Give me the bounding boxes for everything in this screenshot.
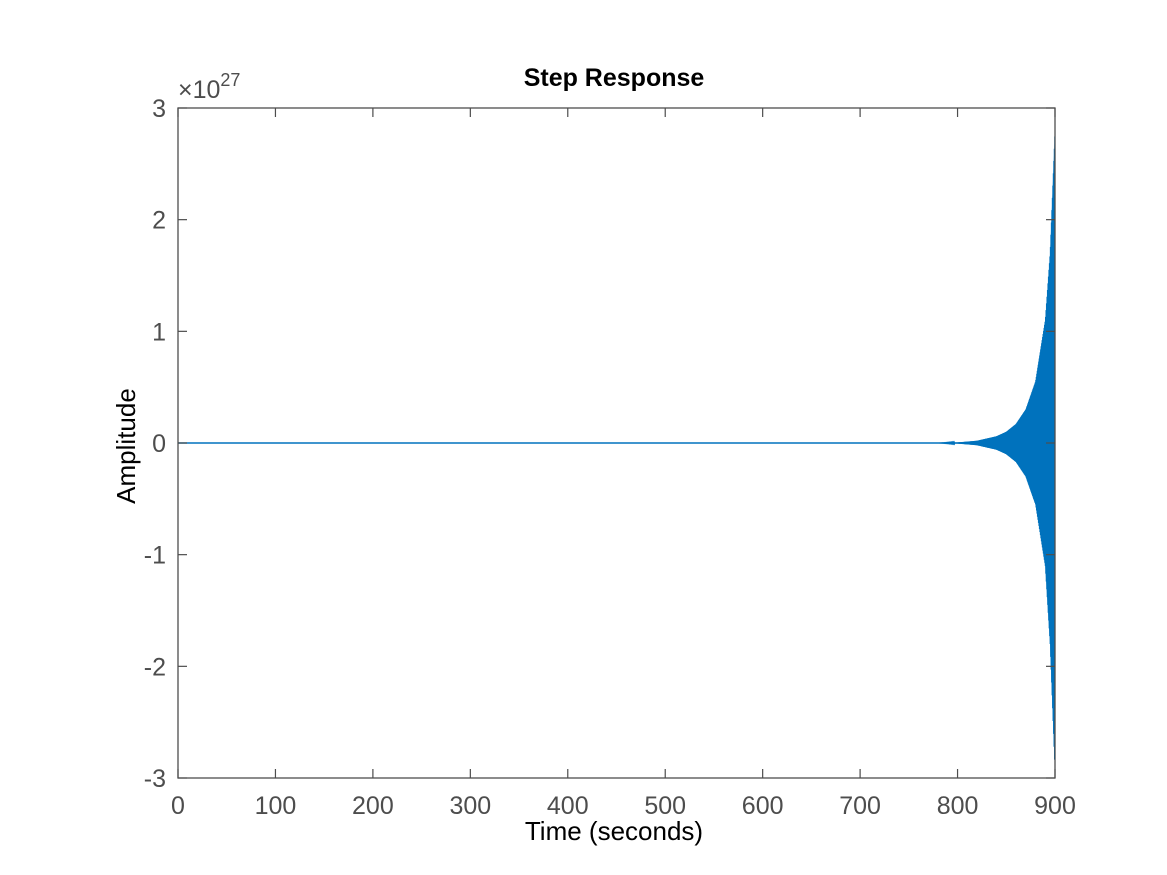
- y-tick-label: 0: [152, 430, 166, 458]
- series-envelope-fill: [947, 130, 1055, 773]
- y-exponent-prefix: ×10: [178, 76, 220, 104]
- x-tick-label: 100: [255, 792, 297, 820]
- x-axis-title: Time (seconds): [525, 816, 703, 846]
- x-tick-label: 400: [547, 792, 589, 820]
- x-tick-label: 800: [937, 792, 979, 820]
- x-tick-label: 500: [644, 792, 686, 820]
- y-exponent-value: 27: [220, 70, 240, 90]
- y-axis-title: Amplitude: [111, 388, 141, 504]
- y-tick-label: -1: [144, 542, 166, 570]
- series-layer: [178, 130, 1056, 773]
- y-tick-label: -2: [144, 653, 166, 681]
- y-exponent-label: ×1027: [178, 70, 240, 104]
- y-tick-labels: -3 -2 -1 0 1 2 3: [144, 95, 166, 793]
- x-tick-label: 700: [839, 792, 881, 820]
- x-ticks: [177, 108, 1056, 778]
- x-tick-label: 200: [352, 792, 394, 820]
- chart-title: Step Response: [524, 64, 705, 92]
- y-tick-label: 2: [152, 207, 166, 235]
- y-ticks: [178, 107, 1055, 779]
- y-tick-label: 3: [152, 95, 166, 123]
- y-tick-label: 1: [152, 318, 166, 346]
- x-tick-label: 0: [171, 792, 185, 820]
- x-tick-label: 300: [449, 792, 491, 820]
- x-tick-labels: 0 100 200 300 400 500 600 700 800 900: [171, 792, 1076, 820]
- x-tick-label: 900: [1034, 792, 1076, 820]
- x-tick-label: 600: [742, 792, 784, 820]
- y-tick-label: -3: [144, 765, 166, 793]
